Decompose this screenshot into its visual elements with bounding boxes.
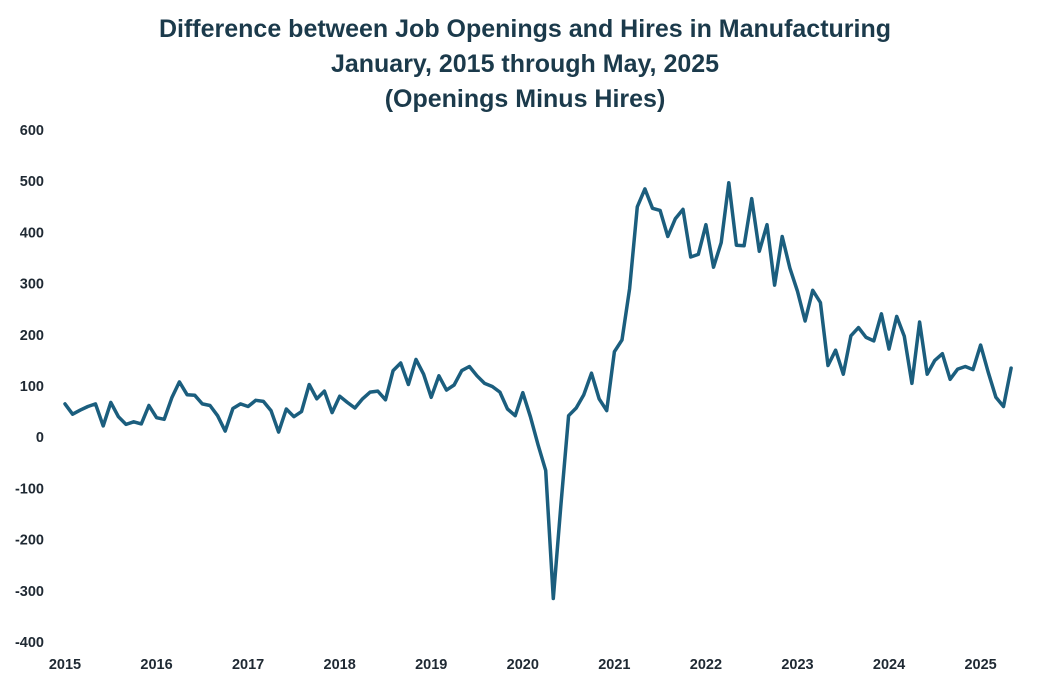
x-tick-label: 2017 [232,657,264,673]
x-tick-label: 2021 [598,657,630,673]
y-tick-label: 100 [20,379,44,395]
y-tick-label: -200 [15,533,44,549]
x-tick-label: 2015 [49,657,81,673]
x-tick-label: 2022 [690,657,722,673]
y-axis-ticks: 600 500 400 300 200 100 0 -100 -200 -300 -400 [15,123,44,651]
x-tick-label: 2025 [964,657,996,673]
x-tick-label: 2018 [324,657,356,673]
x-tick-label: 2023 [781,657,813,673]
x-tick-label: 2020 [507,657,539,673]
y-tick-label: 600 [20,123,44,139]
x-axis-ticks: 2015 2016 2017 2018 2019 2020 2021 2022 2023 2024… [49,657,997,673]
y-tick-label: 400 [20,225,44,241]
x-tick-label: 2019 [415,657,447,673]
x-tick-label: 2024 [873,657,905,673]
chart-subtitle-1: January, 2015 through May, 2025 [330,50,720,78]
y-tick-label: 200 [20,328,44,344]
y-tick-label: 300 [20,277,44,293]
y-tick-label: 0 [36,430,44,446]
chart-subtitle-2: (Openings Minus Hires) [384,85,666,113]
y-tick-label: 500 [20,174,44,190]
chart-title: Difference between Job Openings and Hire… [158,15,892,43]
x-tick-label: 2016 [140,657,172,673]
chart-title-block: Difference between Job Openings and Hire… [0,12,1050,117]
y-tick-label: -100 [15,481,44,497]
y-tick-label: -400 [15,635,44,651]
y-tick-label: -300 [15,584,44,600]
series-line [63,180,1013,601]
series-group [63,180,1013,601]
